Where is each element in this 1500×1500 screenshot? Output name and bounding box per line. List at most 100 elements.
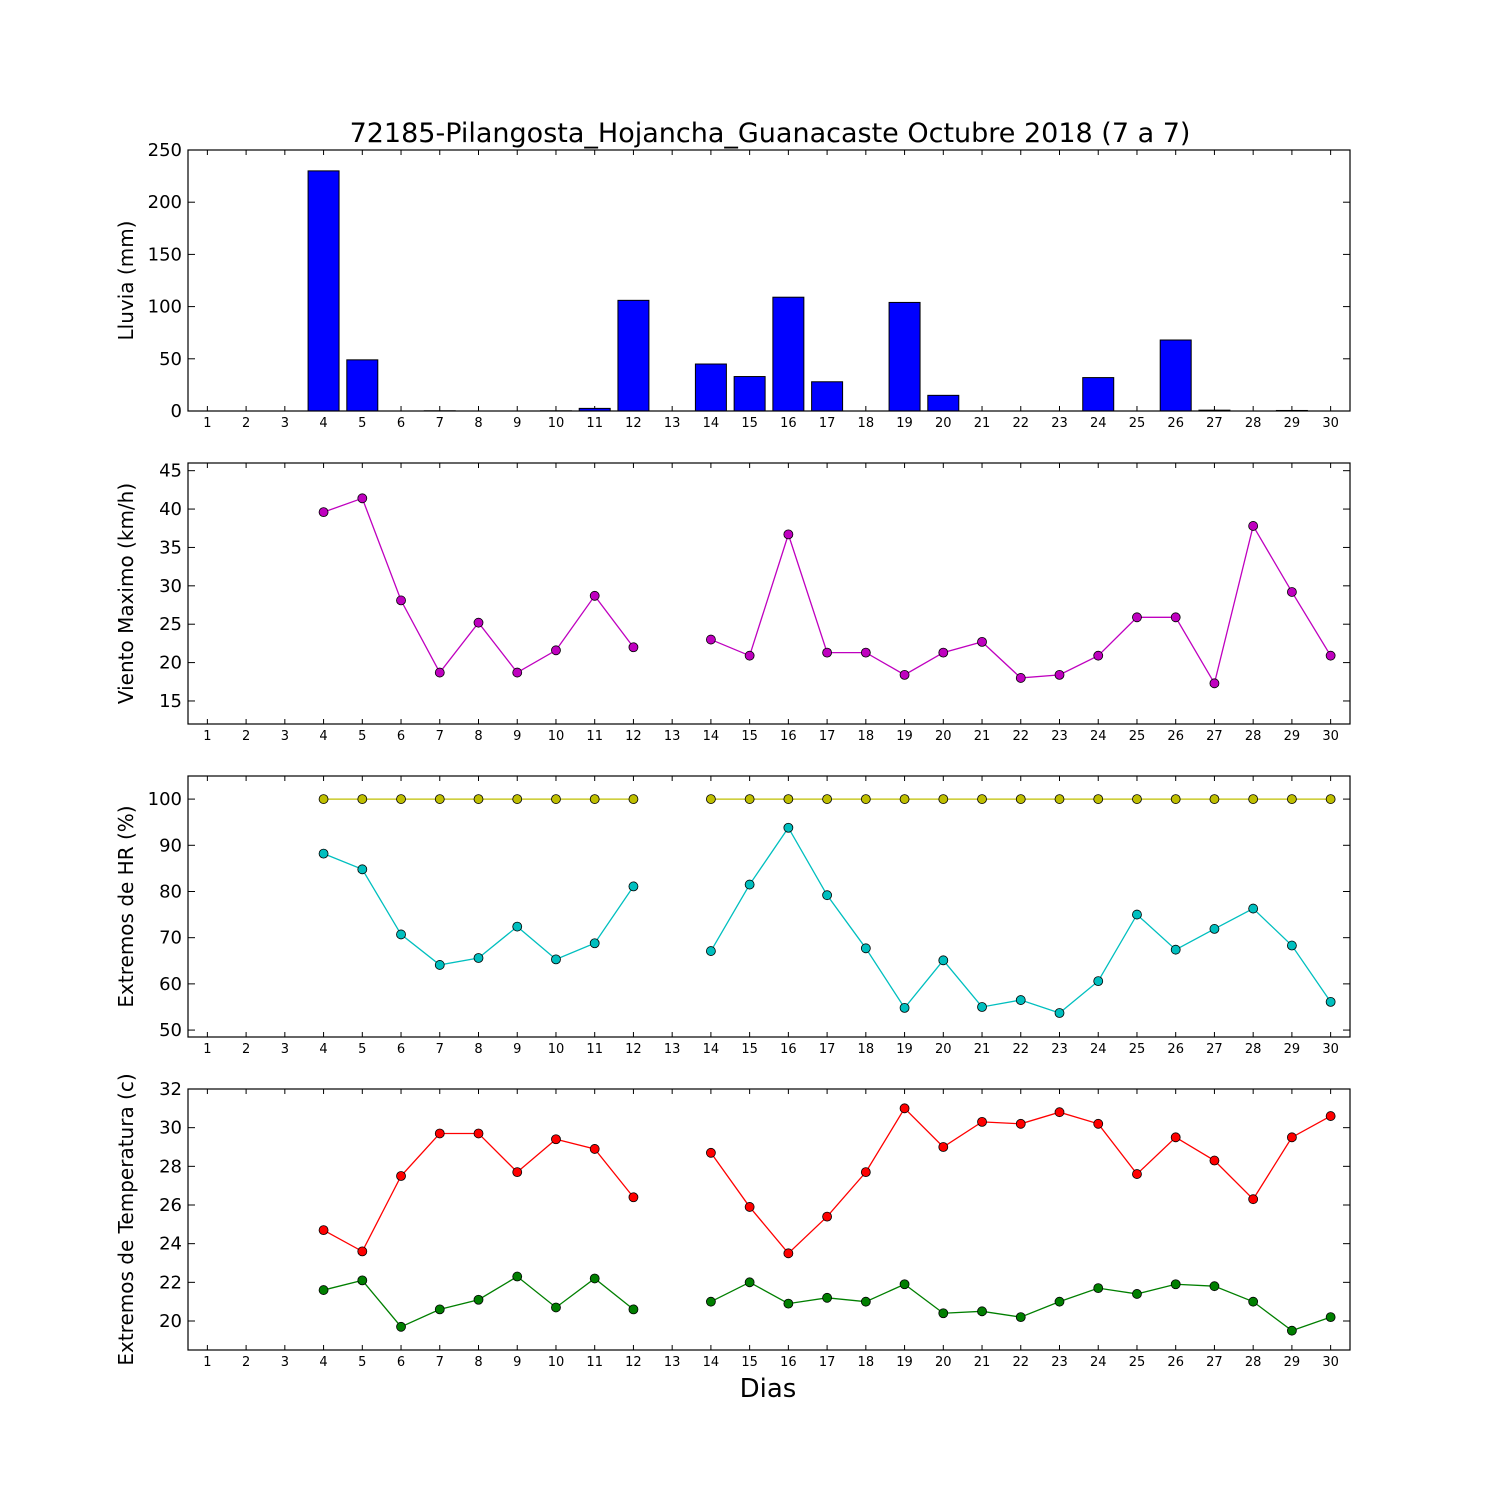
x-tick-label: 25 bbox=[1129, 729, 1146, 744]
x-tick-label: 22 bbox=[1012, 1355, 1029, 1370]
y-tick-label: 0 bbox=[171, 401, 182, 422]
x-tick-label: 13 bbox=[664, 416, 681, 431]
data-point-day-5 bbox=[357, 1246, 368, 1257]
data-point-day-8 bbox=[473, 1128, 484, 1139]
x-tick-label: 28 bbox=[1245, 1355, 1262, 1370]
x-tick-label: 10 bbox=[548, 729, 565, 744]
x-tick-label: 20 bbox=[935, 729, 952, 744]
y-tick-label: 45 bbox=[159, 461, 182, 482]
data-point-day-19 bbox=[899, 1279, 910, 1290]
x-tick-label: 19 bbox=[896, 729, 913, 744]
x-tick-label: 24 bbox=[1090, 729, 1107, 744]
y-tick-label: 20 bbox=[159, 653, 182, 674]
plot-frame bbox=[187, 149, 1351, 412]
data-point-day-12 bbox=[628, 794, 639, 804]
x-tick-label: 27 bbox=[1206, 416, 1223, 431]
x-tick-label: 4 bbox=[319, 1355, 327, 1370]
y-tick-label: 40 bbox=[159, 499, 182, 520]
data-point-day-10 bbox=[551, 954, 561, 965]
data-point-day-29 bbox=[1287, 587, 1297, 597]
x-tick-label: 9 bbox=[513, 416, 521, 431]
x-tick-label: 20 bbox=[935, 1355, 952, 1370]
data-point-day-30 bbox=[1325, 996, 1336, 1007]
x-tick-label: 6 bbox=[397, 729, 405, 744]
x-tick-label: 14 bbox=[703, 416, 720, 431]
x-tick-label: 1 bbox=[203, 416, 211, 431]
data-point-day-11 bbox=[589, 1144, 600, 1154]
y-tick-label: 200 bbox=[148, 192, 182, 213]
data-point-day-23 bbox=[1054, 1008, 1065, 1018]
data-point-day-15 bbox=[744, 1202, 755, 1212]
data-point-day-16 bbox=[783, 794, 794, 804]
data-point-day-10 bbox=[551, 1302, 561, 1313]
y-tick-label: 80 bbox=[159, 881, 182, 902]
x-tick-label: 24 bbox=[1090, 1355, 1107, 1370]
x-tick-label: 21 bbox=[974, 729, 991, 744]
x-tick-label: 17 bbox=[819, 729, 836, 744]
data-point-day-16 bbox=[783, 1298, 794, 1309]
data-point-day-9 bbox=[512, 1167, 523, 1178]
bar-day-24 bbox=[1082, 377, 1115, 412]
x-tick-label: 3 bbox=[281, 1355, 289, 1370]
x-tick-label: 13 bbox=[664, 729, 681, 744]
data-point-day-14 bbox=[706, 634, 716, 645]
x-tick-label: 10 bbox=[548, 1042, 565, 1057]
data-point-day-21 bbox=[977, 1306, 987, 1317]
x-tick-label: 17 bbox=[819, 1042, 836, 1057]
x-tick-label: 1 bbox=[203, 1042, 211, 1057]
data-point-day-18 bbox=[860, 1296, 871, 1307]
x-tick-label: 7 bbox=[436, 416, 444, 431]
plot-frame bbox=[187, 462, 1351, 725]
x-tick-label: 24 bbox=[1090, 1042, 1107, 1057]
data-point-day-20 bbox=[938, 647, 949, 658]
data-point-day-26 bbox=[1170, 1279, 1181, 1290]
data-point-day-7 bbox=[434, 960, 445, 970]
x-tick-label: 30 bbox=[1322, 1355, 1339, 1370]
x-tick-label: 27 bbox=[1206, 1355, 1223, 1370]
x-tick-label: 15 bbox=[741, 416, 758, 431]
x-tick-label: 28 bbox=[1245, 1042, 1262, 1057]
x-tick-label: 24 bbox=[1090, 416, 1107, 431]
bar-day-14 bbox=[694, 363, 727, 412]
data-point-day-22 bbox=[1015, 794, 1026, 804]
data-point-day-14 bbox=[706, 946, 716, 956]
data-point-day-25 bbox=[1132, 794, 1142, 804]
data-point-day-9 bbox=[512, 1271, 523, 1282]
x-tick-label: 20 bbox=[935, 1042, 952, 1057]
y-tick-label: 35 bbox=[159, 537, 182, 558]
data-point-day-4 bbox=[318, 848, 329, 859]
data-point-day-14 bbox=[706, 794, 716, 804]
data-point-day-24 bbox=[1093, 1118, 1104, 1129]
data-point-day-16 bbox=[783, 529, 794, 540]
x-tick-label: 30 bbox=[1322, 416, 1339, 431]
data-point-day-9 bbox=[512, 667, 523, 678]
x-tick-label: 18 bbox=[858, 1355, 875, 1370]
data-point-day-12 bbox=[628, 881, 639, 892]
data-point-day-8 bbox=[473, 794, 484, 804]
y-tick-label: 26 bbox=[159, 1195, 182, 1216]
data-point-day-11 bbox=[589, 1273, 600, 1284]
x-tick-label: 27 bbox=[1206, 1042, 1223, 1057]
data-point-day-12 bbox=[628, 1304, 639, 1315]
data-point-day-15 bbox=[744, 879, 755, 890]
x-tick-label: 12 bbox=[625, 1042, 642, 1057]
data-point-day-27 bbox=[1209, 924, 1220, 934]
x-tick-label: 2 bbox=[242, 729, 250, 744]
x-tick-label: 10 bbox=[548, 416, 565, 431]
x-tick-label: 2 bbox=[242, 1042, 250, 1057]
x-tick-label: 15 bbox=[741, 1042, 758, 1057]
x-tick-label: 22 bbox=[1012, 416, 1029, 431]
x-tick-label: 4 bbox=[319, 1042, 327, 1057]
data-point-day-4 bbox=[318, 1285, 329, 1295]
data-point-day-18 bbox=[860, 1167, 871, 1178]
x-tick-label: 18 bbox=[858, 1042, 875, 1057]
data-point-day-24 bbox=[1093, 794, 1104, 804]
y-tick-label: 22 bbox=[159, 1272, 182, 1293]
x-tick-label: 12 bbox=[625, 729, 642, 744]
data-point-day-11 bbox=[589, 938, 600, 949]
x-tick-label: 21 bbox=[974, 1042, 991, 1057]
data-point-day-10 bbox=[551, 1134, 561, 1145]
x-tick-label: 14 bbox=[703, 1355, 720, 1370]
